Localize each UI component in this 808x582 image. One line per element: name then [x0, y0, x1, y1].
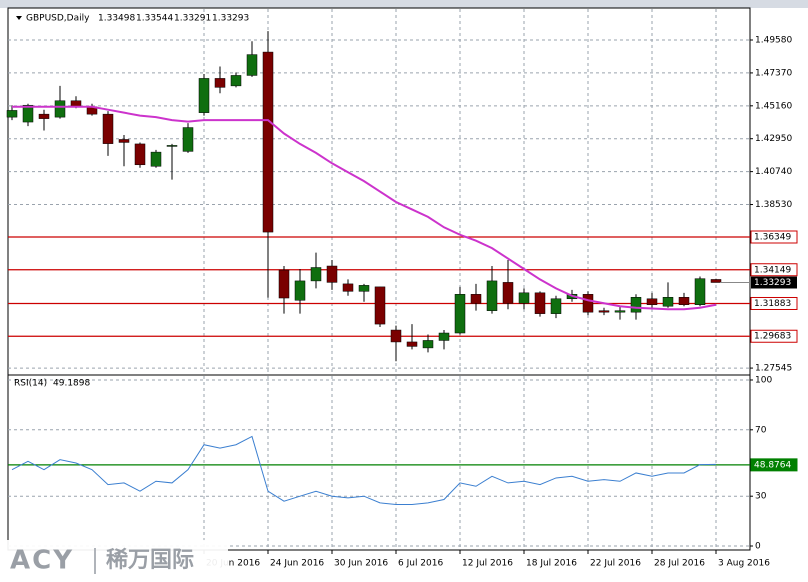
- header-low: 1.33291: [174, 14, 211, 24]
- candle-body: [54, 100, 66, 118]
- x-tick-label: 24 Jun 2016: [270, 559, 324, 569]
- candle-body: [438, 332, 450, 341]
- y-tick-label: 1.47370: [755, 68, 792, 78]
- y-tick-label: 1.42950: [755, 134, 792, 144]
- current-price-label: 1.33293: [754, 278, 791, 288]
- y-tick-label: 1.45160: [755, 101, 792, 111]
- candle-body: [454, 294, 466, 334]
- candle-body: [614, 310, 626, 313]
- candle-body: [230, 75, 242, 87]
- candle-body: [534, 292, 546, 314]
- x-tick-label: 20 Jun 2016: [206, 559, 260, 569]
- window-title-bar: [0, 0, 808, 8]
- candle-body: [38, 113, 50, 119]
- candle-body: [310, 267, 322, 282]
- y-tick-label: 1.40740: [755, 167, 792, 177]
- candle-body: [598, 310, 610, 313]
- watermark-name: 稀万国际: [106, 547, 194, 573]
- x-tick-label: 22 Jul 2016: [590, 559, 641, 569]
- header-close: 1.33293: [212, 14, 249, 24]
- level-label: 48.8764: [754, 460, 791, 470]
- candle-body: [246, 54, 258, 76]
- x-tick-label: 30 Jun 2016: [334, 559, 388, 569]
- candle-body: [134, 143, 146, 166]
- level-label-box: [750, 230, 798, 244]
- candle-body: [102, 113, 114, 144]
- candle-body: [662, 297, 674, 307]
- level-label: 1.34149: [754, 265, 791, 275]
- level-label: 1.31883: [754, 299, 791, 309]
- header-high: 1.33544: [136, 14, 173, 24]
- candle-body: [214, 78, 226, 88]
- level-label: 1.36349: [754, 232, 791, 242]
- y-tick-label: 0: [755, 542, 761, 552]
- current-price-box: [751, 276, 797, 289]
- level-label-box: [750, 458, 798, 472]
- y-tick-label: 1.27545: [755, 364, 792, 374]
- candle-body: [710, 279, 722, 283]
- candle-body: [518, 292, 530, 304]
- candle-body: [390, 329, 402, 343]
- candle-body: [630, 297, 642, 313]
- candle-body: [278, 269, 290, 299]
- x-tick-label: 28 Jul 2016: [654, 559, 705, 569]
- rsi-title: RSI(14): [14, 379, 47, 389]
- y-tick-label: 70: [755, 425, 767, 435]
- watermark-backdrop: [0, 540, 228, 582]
- level-label: 1.29683: [754, 332, 791, 342]
- y-tick-label: 1.38530: [755, 200, 792, 210]
- candle-body: [694, 278, 706, 305]
- candle-body: [502, 282, 514, 304]
- candle-body: [262, 51, 274, 233]
- header-open: 1.33498: [98, 14, 135, 24]
- candle-body: [358, 285, 370, 292]
- candle-body: [406, 341, 418, 347]
- level-label-box: [750, 296, 798, 310]
- candle-body: [326, 265, 338, 283]
- moving-average-line: [12, 105, 717, 311]
- candle-body: [166, 145, 178, 147]
- candle-body: [470, 294, 482, 304]
- plot-frame: [7, 7, 751, 551]
- candle-body: [646, 298, 658, 305]
- candle-body: [294, 280, 306, 301]
- y-tick-label: 100: [755, 375, 772, 385]
- candle-body: [678, 297, 690, 305]
- chart-title: GBPUSD,Daily: [26, 14, 90, 24]
- candle-body: [582, 294, 594, 313]
- rsi-line: [11, 435, 717, 506]
- rsi-value: 49.1898: [53, 379, 90, 389]
- candle-body: [150, 151, 162, 167]
- candle-body: [342, 283, 354, 292]
- candle-body: [198, 78, 210, 113]
- candle-body: [422, 340, 434, 349]
- watermark-brand: ACY: [10, 546, 74, 576]
- candle-body: [550, 298, 562, 314]
- candle-body: [182, 127, 194, 152]
- y-tick-label: 30: [755, 492, 767, 502]
- candle-body: [118, 139, 130, 143]
- candle-body: [6, 110, 18, 118]
- candle-body: [374, 286, 386, 325]
- x-tick-label: 6 Jul 2016: [398, 559, 443, 569]
- x-tick-label: 12 Jul 2016: [462, 559, 513, 569]
- x-tick-label: 18 Jul 2016: [526, 559, 577, 569]
- candle-body: [22, 104, 34, 123]
- level-label-box: [750, 263, 798, 277]
- x-tick-label: 3 Aug 2016: [718, 559, 770, 569]
- level-label-box: [750, 329, 798, 343]
- candle-body: [486, 280, 498, 311]
- y-tick-label: 1.49580: [755, 36, 792, 46]
- symbol-menu-icon[interactable]: [16, 16, 22, 20]
